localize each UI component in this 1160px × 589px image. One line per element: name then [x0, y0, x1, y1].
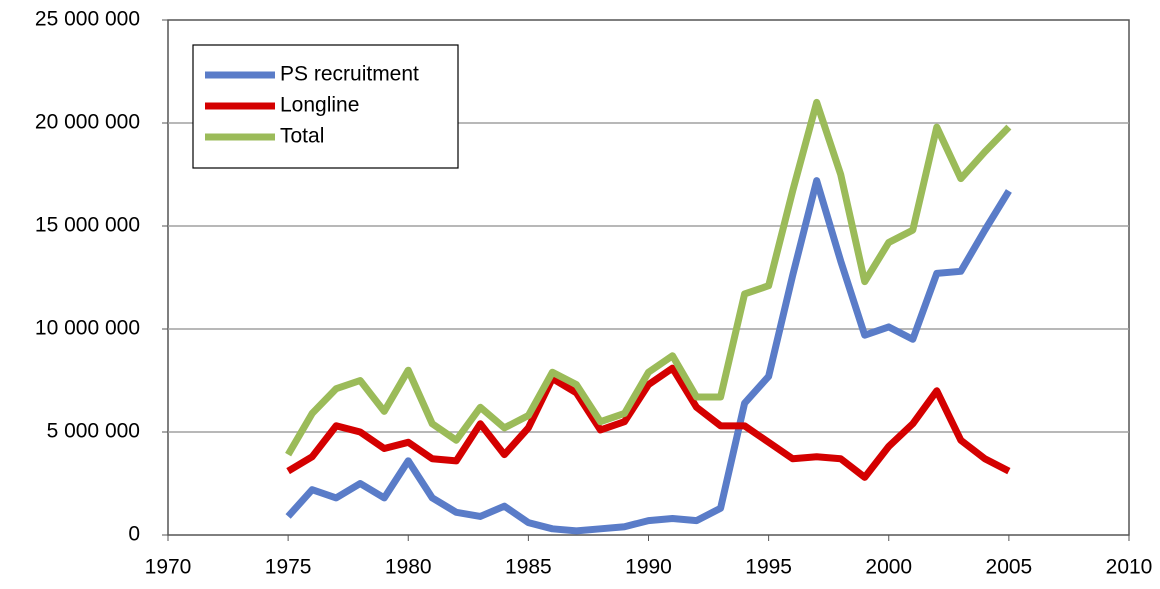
y-tick-label: 15 000 000	[35, 214, 140, 237]
y-tick-label: 5 000 000	[47, 420, 140, 443]
legend: PS recruitment Longline Total	[192, 44, 459, 169]
x-tick-label: 1975	[265, 556, 312, 579]
x-tick-label: 1970	[145, 556, 192, 579]
x-tick-label: 1985	[505, 556, 552, 579]
x-tick-label: 1995	[745, 556, 792, 579]
y-tick-label: 10 000 000	[35, 317, 140, 340]
series-line	[286, 364, 1011, 481]
legend-label: Longline	[280, 94, 359, 117]
legend-label: Total	[280, 125, 324, 148]
series-line	[285, 98, 1012, 457]
y-tick-label: 20 000 000	[35, 111, 140, 134]
y-tick-label: 0	[128, 523, 140, 546]
x-tick-label: 2005	[986, 556, 1033, 579]
x-tick-label: 1990	[625, 556, 672, 579]
y-tick-label: 25 000 000	[35, 8, 140, 31]
series-line	[285, 177, 1012, 535]
x-tick-label: 1980	[385, 556, 432, 579]
x-tick-label: 2000	[865, 556, 912, 579]
legend-label: PS recruitment	[280, 63, 419, 86]
x-tick-label: 2010	[1106, 556, 1153, 579]
